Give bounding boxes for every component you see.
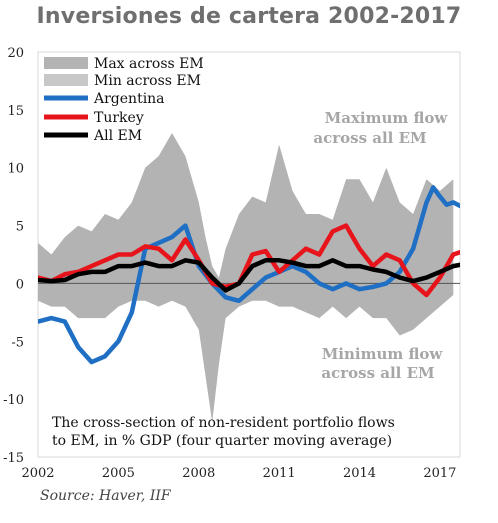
x-tick-label: 2005 <box>102 466 135 481</box>
y-tick-label: 15 <box>7 104 24 119</box>
y-tick-label: 5 <box>16 220 24 235</box>
series-layer <box>38 185 460 365</box>
annotation-max-line2: across all EM <box>313 129 426 147</box>
y-tick-label: -15 <box>3 451 24 466</box>
note-line2: to EM, in % GDP (four quarter moving ave… <box>52 433 392 449</box>
x-tick-label: 2011 <box>263 466 296 481</box>
x-tick-label: 2017 <box>423 466 456 481</box>
series-line-all-em <box>38 258 460 293</box>
legend-label-all-em: All EM <box>93 128 142 144</box>
series-line-argentina <box>38 185 460 365</box>
annotation-max-line1: Maximum flow <box>325 109 449 127</box>
series-line-turkey <box>38 223 460 298</box>
legend: Max across EM Min across EM Argentina Tu… <box>44 56 204 144</box>
chart-title: Inversiones de cartera 2002-2017 <box>36 4 462 29</box>
x-tick-label: 2014 <box>343 466 376 481</box>
y-tick-label: -10 <box>3 393 24 408</box>
legend-label-min: Min across EM <box>94 73 201 89</box>
x-tick-label: 2002 <box>21 466 54 481</box>
legend-swatch-max <box>44 57 88 69</box>
source-note: Source: Haver, IIF <box>40 488 171 504</box>
y-tick-label: 10 <box>7 162 24 177</box>
y-axis: -15 -10 -5 0 5 10 15 20 <box>3 46 24 466</box>
annotation-min-line1: Minimum flow <box>322 345 444 363</box>
legend-label-turkey: Turkey <box>94 110 144 126</box>
x-axis: 2002 2005 2008 2011 2014 2017 <box>21 466 456 481</box>
legend-swatch-min <box>44 74 88 86</box>
y-tick-label: 0 <box>16 277 24 292</box>
y-tick-label: -5 <box>11 335 24 350</box>
legend-label-max: Max across EM <box>94 56 204 72</box>
x-tick-label: 2008 <box>182 466 215 481</box>
annotation-min-line2: across all EM <box>321 364 434 382</box>
legend-label-argentina: Argentina <box>93 91 165 107</box>
y-tick-label: 20 <box>7 46 24 61</box>
note-line1: The cross-section of non-resident portfo… <box>52 415 395 431</box>
